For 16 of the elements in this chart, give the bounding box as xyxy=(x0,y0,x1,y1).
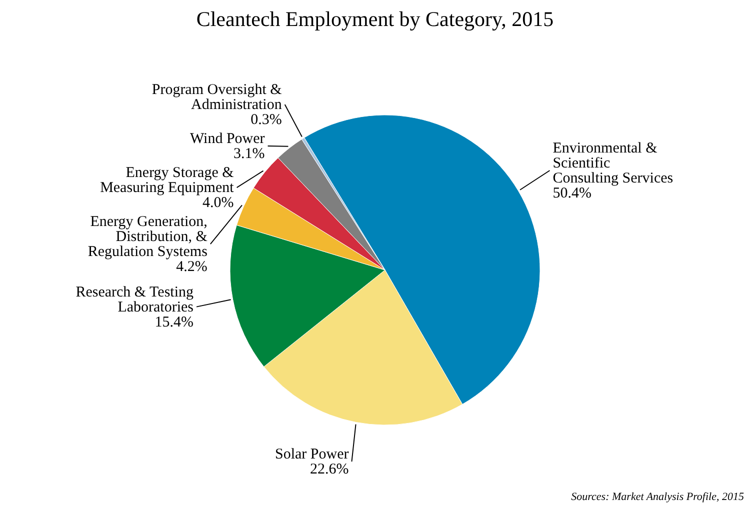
data-label: 50.4% xyxy=(552,186,592,202)
slice-label: Energy Generation, Distribution, & Regulation Systems xyxy=(88,214,208,260)
data-label: 0.3% xyxy=(250,112,282,128)
chart-title: Cleantech Employment by Category, 2015 xyxy=(196,7,554,31)
slice-label: Solar Power xyxy=(274,446,349,463)
data-label: 4.0% xyxy=(202,195,234,212)
source-note: Sources: Market Analysis Profile, 2015 xyxy=(571,491,744,503)
slice-label: Wind Power xyxy=(190,131,265,148)
data-label: 3.1% xyxy=(234,146,265,162)
slice-label: Program Oversight & Administration xyxy=(152,82,282,114)
data-label: 4.2% xyxy=(176,259,208,276)
slice-label: Environmental & Scientific Consulting Services xyxy=(552,140,674,187)
data-label: 15.4% xyxy=(154,314,194,330)
slice-label: Energy Storage & Measuring Equipment xyxy=(100,165,235,196)
data-label: 22.6% xyxy=(310,462,349,478)
slice-label: Research & Testing Laboratories xyxy=(76,284,194,316)
